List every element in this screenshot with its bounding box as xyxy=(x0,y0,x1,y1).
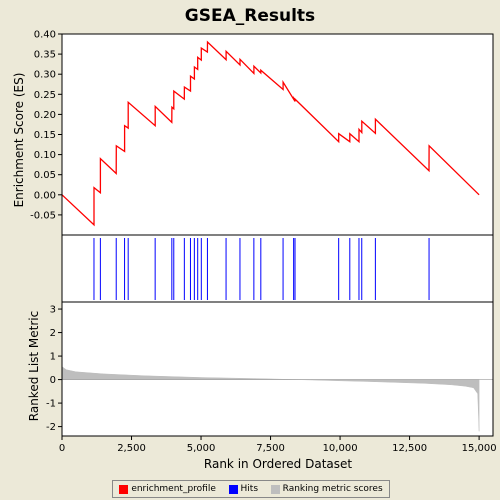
x-tick-label: 5,000 xyxy=(187,443,216,454)
ranked-metric-panel: -2 -1 0 1 2 3 xyxy=(46,301,494,437)
es-y-tick-label: 0.35 xyxy=(34,50,56,61)
x-tick-label: 7,500 xyxy=(256,443,285,454)
legend-swatch-gray xyxy=(270,484,280,494)
rank-y-tick-label: -2 xyxy=(46,422,56,433)
x-tick-label: 15,000 xyxy=(462,443,497,454)
x-tick-label: 10,000 xyxy=(323,443,358,454)
rank-y-tick-label: 1 xyxy=(50,352,56,363)
legend-label: enrichment_profile xyxy=(131,484,216,494)
rank-y-tick-label: 3 xyxy=(50,305,56,316)
hits-plot-background xyxy=(62,235,493,302)
legend-item-ranking-metric: Ranking metric scores xyxy=(270,484,383,494)
hits-panel xyxy=(61,234,494,303)
enrichment-profile-line xyxy=(61,40,480,227)
x-axis: 0 2,500 5,000 7,500 10,000 12,500 15,000 xyxy=(59,436,497,454)
legend-label: Ranking metric scores xyxy=(282,484,383,494)
enrichment-score-panel: -0.05 0.00 0.05 0.10 0.15 0.20 0.25 0.30 0.35 0.4… xyxy=(30,30,494,236)
es-y-tick-label: 0.20 xyxy=(34,110,56,121)
rank-y-tick-label: 2 xyxy=(50,328,56,339)
legend-label: Hits xyxy=(240,484,259,494)
es-y-tick-label: 0.00 xyxy=(34,190,56,201)
x-tick-label: 0 xyxy=(59,443,65,454)
es-y-axis-label: Enrichment Score (ES) xyxy=(12,73,26,208)
rank-plot-background xyxy=(62,302,493,436)
es-y-tick-label: 0.25 xyxy=(34,90,56,101)
rank-plot-border xyxy=(61,301,494,437)
es-plot-background xyxy=(62,34,493,235)
rank-y-axis-label: Ranked List Metric xyxy=(27,311,41,421)
legend-swatch-blue xyxy=(228,484,238,494)
chart-legend: enrichment_profile Hits Ranking metric s… xyxy=(112,480,390,498)
x-tick-label: 2,500 xyxy=(117,443,146,454)
rank-y-tick-label: -1 xyxy=(46,399,56,410)
rank-y-tick-label: 0 xyxy=(50,375,56,386)
es-y-tick-label: 0.40 xyxy=(34,30,56,41)
x-tick-label: 12,500 xyxy=(392,443,427,454)
es-y-tick-label: 0.15 xyxy=(34,130,56,141)
legend-item-enrichment-profile: enrichment_profile xyxy=(119,484,216,494)
legend-item-hits: Hits xyxy=(228,484,259,494)
chart-title: GSEA_Results xyxy=(184,6,316,26)
es-y-tick-label: -0.05 xyxy=(30,210,56,221)
es-y-tick-label: 0.30 xyxy=(34,70,56,81)
x-axis-label: Rank in Ordered Dataset xyxy=(204,457,352,471)
legend-swatch-red xyxy=(119,484,129,494)
es-y-tick-label: 0.05 xyxy=(34,170,56,181)
es-y-tick-label: 0.10 xyxy=(34,150,56,161)
